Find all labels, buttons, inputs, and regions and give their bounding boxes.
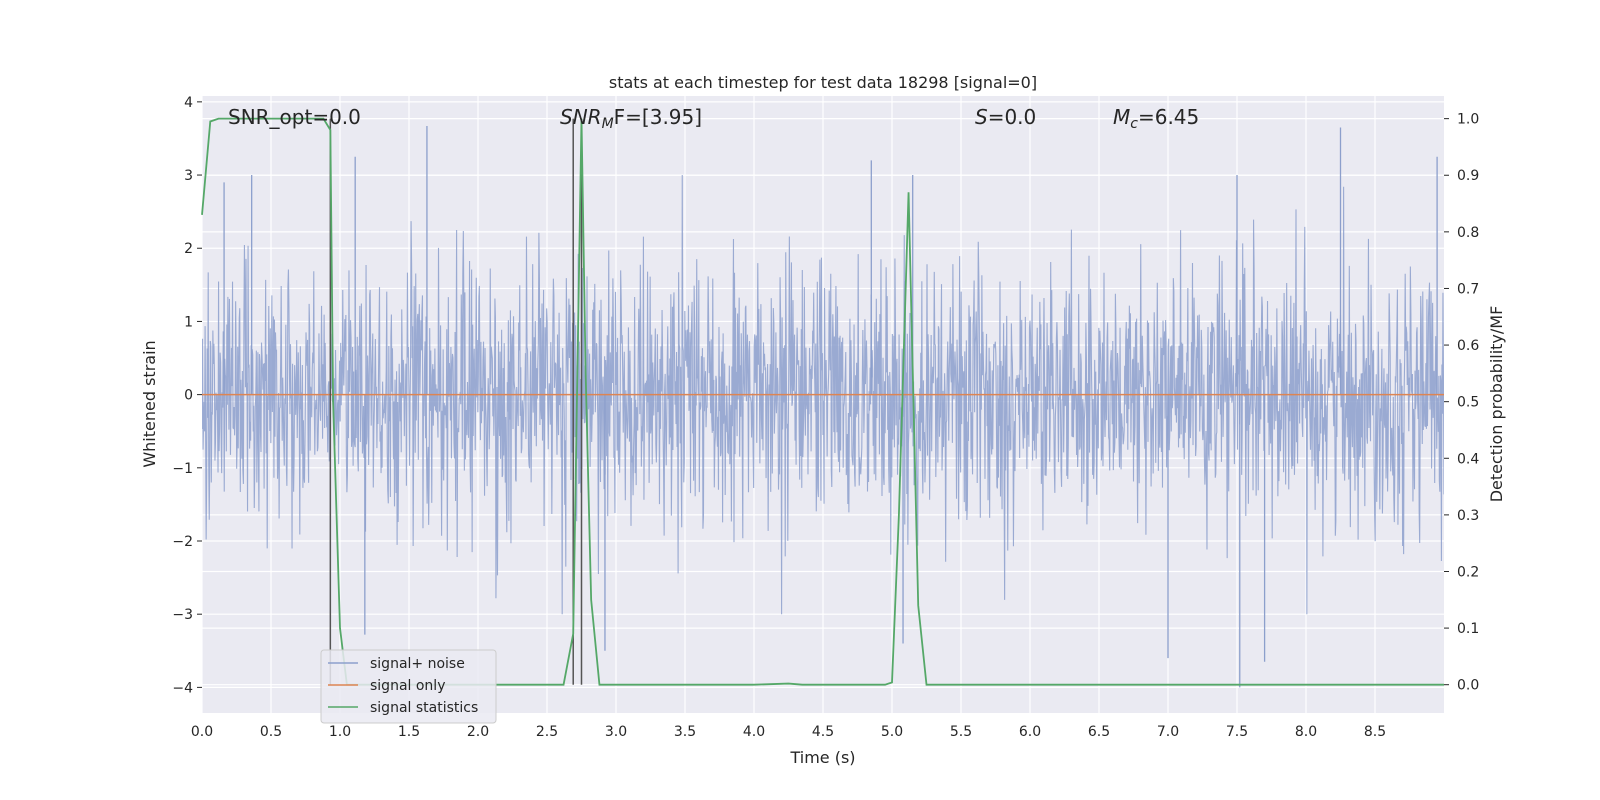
x-tick-label: 3.0 — [605, 724, 627, 740]
y-right-tick-label: 0.6 — [1457, 338, 1479, 354]
signal-statistics-series — [201, 117, 1444, 686]
annotation-snr-mf: SNRMF=[3.95] — [560, 105, 702, 132]
annotation-mc-main: M — [1113, 105, 1130, 129]
x-tick-label: 4.5 — [812, 724, 834, 740]
legend-box — [320, 649, 497, 724]
y-right-tick-label: 0.1 — [1457, 621, 1479, 637]
signal-noise-series — [202, 126, 1444, 688]
annotation-snr-opt: SNR_opt=0.0 — [228, 105, 361, 129]
tick-labels: 0.0 0.5 1.0 1.5 2.0 2.5 3.0 3.5 4.0 4.5 5.0 5.5 6.0 6… — [172, 95, 1479, 740]
x-tick-label: 6.5 — [1088, 724, 1110, 740]
legend: signal+ noise signal only signal statist… — [320, 649, 497, 724]
y-left-tick-label: 0 — [184, 388, 193, 404]
annotation-snr-mf-main: SNR — [560, 105, 602, 129]
annotation-s-main: S — [975, 105, 988, 129]
annotation-snr-mf-rest: F=[3.95] — [614, 105, 702, 129]
x-tick-label: 8.5 — [1364, 724, 1386, 740]
x-tick-label: 0.0 — [191, 724, 213, 740]
y-right-tick-label: 1.0 — [1457, 112, 1479, 128]
x-tick-label: 1.0 — [329, 724, 351, 740]
legend-label-signal-statistics: signal statistics — [370, 700, 478, 716]
chart-title: stats at each timestep for test data 182… — [609, 73, 1037, 92]
y-right-tick-label: 0.8 — [1457, 225, 1479, 241]
x-tick-label: 4.0 — [743, 724, 765, 740]
y-right-tick-label: 0.7 — [1457, 281, 1479, 297]
annotation-snr-mf-sub: M — [602, 116, 614, 132]
annotation-s-rest: =0.0 — [988, 105, 1037, 129]
y-right-tick-label: 0.0 — [1457, 678, 1479, 694]
y-left-tick-label: −4 — [172, 680, 193, 696]
y-left-tick-label: 2 — [184, 241, 193, 257]
y-right-tick-label: 0.3 — [1457, 508, 1479, 524]
y-left-tick-label: 3 — [184, 168, 193, 184]
annotation-mc-sub: c — [1130, 116, 1138, 132]
x-tick-label: 7.0 — [1157, 724, 1179, 740]
y-right-tick-label: 0.5 — [1457, 395, 1479, 411]
annotation-s: S=0.0 — [975, 105, 1036, 129]
annotation-mc-rest: =6.45 — [1138, 105, 1199, 129]
y-left-tick-label: 4 — [184, 95, 193, 111]
y-axis-right-label: Detection probability/MF — [1487, 306, 1506, 503]
y-axis-left-label: Whitened strain — [140, 340, 159, 467]
y-left-tick-label: −1 — [172, 461, 193, 477]
x-tick-label: 6.0 — [1019, 724, 1041, 740]
x-tick-label: 0.5 — [260, 724, 282, 740]
x-tick-label: 5.5 — [950, 724, 972, 740]
x-axis-label: Time (s) — [789, 748, 855, 767]
x-tick-label: 2.0 — [467, 724, 489, 740]
x-tick-label: 2.5 — [536, 724, 558, 740]
annotation-mc: Mc=6.45 — [1113, 105, 1199, 132]
x-tick-label: 8.0 — [1295, 724, 1317, 740]
legend-label-signal-only: signal only — [370, 678, 445, 694]
x-tick-label: 3.5 — [674, 724, 696, 740]
y-right-tick-label: 0.2 — [1457, 564, 1479, 580]
x-tick-label: 5.0 — [881, 724, 903, 740]
y-left-tick-label: −2 — [172, 534, 193, 550]
y-right-tick-label: 0.4 — [1457, 451, 1479, 467]
x-tick-label: 7.5 — [1226, 724, 1248, 740]
x-tick-label: 1.5 — [398, 724, 420, 740]
legend-label-signal-noise: signal+ noise — [370, 656, 465, 672]
y-left-tick-label: −3 — [172, 607, 193, 623]
y-right-tick-label: 0.9 — [1457, 168, 1479, 184]
y-left-tick-label: 1 — [184, 314, 193, 330]
signal-statistics-line — [201, 117, 1444, 686]
